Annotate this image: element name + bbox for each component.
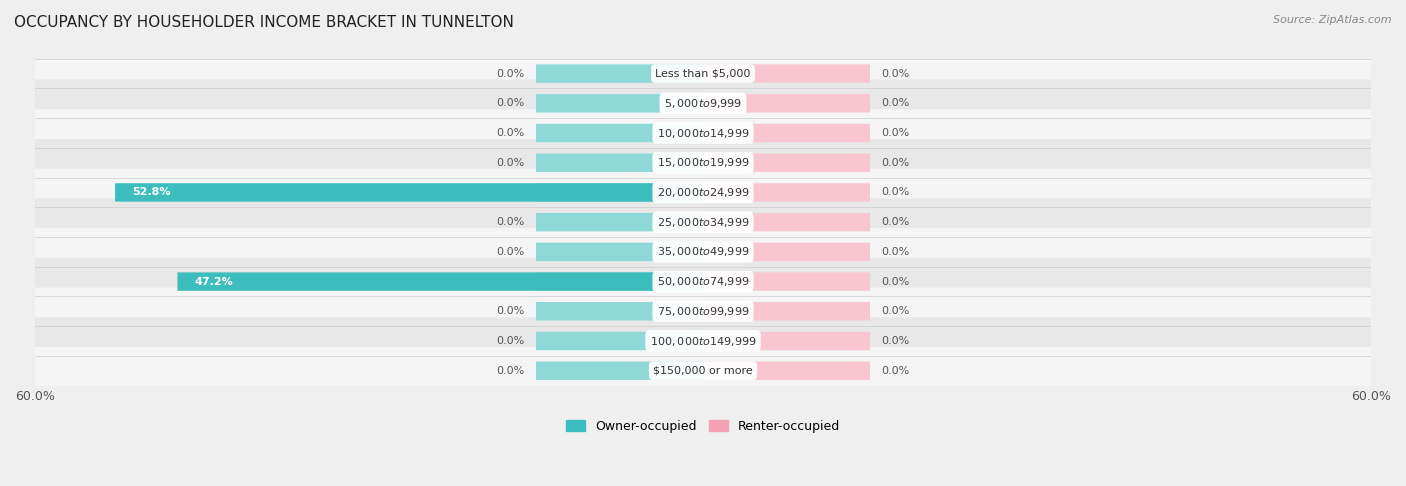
FancyBboxPatch shape xyxy=(31,228,1375,276)
Text: $100,000 to $149,999: $100,000 to $149,999 xyxy=(650,334,756,347)
FancyBboxPatch shape xyxy=(31,139,1375,187)
FancyBboxPatch shape xyxy=(536,64,703,83)
FancyBboxPatch shape xyxy=(177,272,703,291)
FancyBboxPatch shape xyxy=(703,154,870,172)
FancyBboxPatch shape xyxy=(536,154,703,172)
Text: $25,000 to $34,999: $25,000 to $34,999 xyxy=(657,216,749,229)
Text: 0.0%: 0.0% xyxy=(882,98,910,108)
Text: $35,000 to $49,999: $35,000 to $49,999 xyxy=(657,245,749,259)
FancyBboxPatch shape xyxy=(31,109,1375,157)
FancyBboxPatch shape xyxy=(31,288,1375,335)
FancyBboxPatch shape xyxy=(536,124,703,142)
Text: $5,000 to $9,999: $5,000 to $9,999 xyxy=(664,97,742,110)
Text: 0.0%: 0.0% xyxy=(496,336,524,346)
FancyBboxPatch shape xyxy=(536,213,703,231)
FancyBboxPatch shape xyxy=(703,302,870,321)
FancyBboxPatch shape xyxy=(31,50,1375,97)
FancyBboxPatch shape xyxy=(536,94,703,113)
Legend: Owner-occupied, Renter-occupied: Owner-occupied, Renter-occupied xyxy=(561,415,845,438)
Text: 0.0%: 0.0% xyxy=(882,158,910,168)
FancyBboxPatch shape xyxy=(536,332,703,350)
Text: 0.0%: 0.0% xyxy=(496,306,524,316)
Text: $10,000 to $14,999: $10,000 to $14,999 xyxy=(657,126,749,139)
Text: $15,000 to $19,999: $15,000 to $19,999 xyxy=(657,156,749,169)
FancyBboxPatch shape xyxy=(703,272,870,291)
Text: $50,000 to $74,999: $50,000 to $74,999 xyxy=(657,275,749,288)
FancyBboxPatch shape xyxy=(31,169,1375,216)
Text: 0.0%: 0.0% xyxy=(496,69,524,79)
Text: Source: ZipAtlas.com: Source: ZipAtlas.com xyxy=(1274,15,1392,25)
FancyBboxPatch shape xyxy=(31,198,1375,246)
Text: $75,000 to $99,999: $75,000 to $99,999 xyxy=(657,305,749,318)
Text: 47.2%: 47.2% xyxy=(194,277,233,287)
Text: 0.0%: 0.0% xyxy=(496,158,524,168)
Text: 0.0%: 0.0% xyxy=(882,188,910,197)
Text: 0.0%: 0.0% xyxy=(496,217,524,227)
FancyBboxPatch shape xyxy=(703,183,870,202)
FancyBboxPatch shape xyxy=(536,272,703,291)
Text: 0.0%: 0.0% xyxy=(882,217,910,227)
Text: 52.8%: 52.8% xyxy=(132,188,170,197)
FancyBboxPatch shape xyxy=(115,183,703,202)
Text: 0.0%: 0.0% xyxy=(882,306,910,316)
Text: 0.0%: 0.0% xyxy=(496,366,524,376)
FancyBboxPatch shape xyxy=(536,243,703,261)
Text: 0.0%: 0.0% xyxy=(496,247,524,257)
FancyBboxPatch shape xyxy=(703,332,870,350)
Text: 0.0%: 0.0% xyxy=(882,69,910,79)
FancyBboxPatch shape xyxy=(703,124,870,142)
Text: 0.0%: 0.0% xyxy=(496,98,524,108)
FancyBboxPatch shape xyxy=(703,243,870,261)
Text: $150,000 or more: $150,000 or more xyxy=(654,366,752,376)
FancyBboxPatch shape xyxy=(31,347,1375,395)
Text: 0.0%: 0.0% xyxy=(496,128,524,138)
FancyBboxPatch shape xyxy=(536,302,703,321)
Text: OCCUPANCY BY HOUSEHOLDER INCOME BRACKET IN TUNNELTON: OCCUPANCY BY HOUSEHOLDER INCOME BRACKET … xyxy=(14,15,515,30)
Text: 0.0%: 0.0% xyxy=(882,277,910,287)
FancyBboxPatch shape xyxy=(31,258,1375,305)
Text: 0.0%: 0.0% xyxy=(882,128,910,138)
Text: 0.0%: 0.0% xyxy=(882,336,910,346)
FancyBboxPatch shape xyxy=(536,362,703,380)
Text: Less than $5,000: Less than $5,000 xyxy=(655,69,751,79)
FancyBboxPatch shape xyxy=(31,80,1375,127)
Text: 0.0%: 0.0% xyxy=(882,247,910,257)
Text: 0.0%: 0.0% xyxy=(882,366,910,376)
FancyBboxPatch shape xyxy=(703,213,870,231)
Text: $20,000 to $24,999: $20,000 to $24,999 xyxy=(657,186,749,199)
FancyBboxPatch shape xyxy=(536,183,703,202)
FancyBboxPatch shape xyxy=(703,94,870,113)
FancyBboxPatch shape xyxy=(703,362,870,380)
FancyBboxPatch shape xyxy=(703,64,870,83)
FancyBboxPatch shape xyxy=(31,317,1375,365)
